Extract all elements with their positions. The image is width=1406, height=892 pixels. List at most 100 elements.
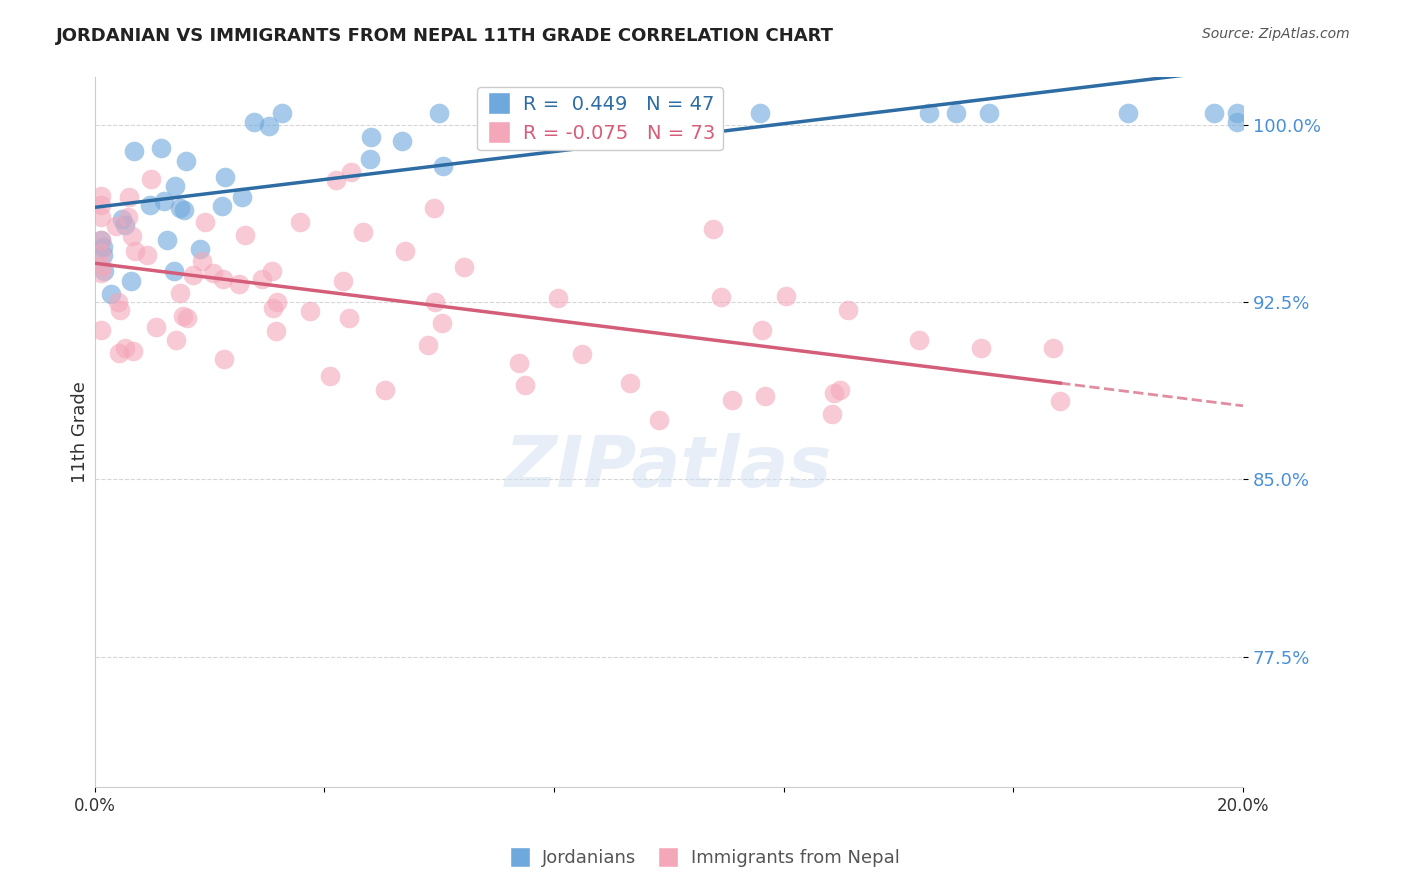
Point xyxy=(262,301,284,315)
Point xyxy=(423,202,446,216)
Point xyxy=(432,159,454,173)
Point xyxy=(430,316,453,330)
Point xyxy=(453,260,475,275)
Point xyxy=(212,272,235,286)
Point xyxy=(1116,106,1139,120)
Point xyxy=(571,346,593,360)
Point xyxy=(165,333,187,347)
Point xyxy=(645,106,668,120)
Point xyxy=(908,333,931,347)
Point xyxy=(93,248,115,262)
Point xyxy=(90,259,112,273)
Point xyxy=(266,324,288,338)
Point xyxy=(749,106,772,120)
Text: Source: ZipAtlas.com: Source: ZipAtlas.com xyxy=(1202,27,1350,41)
Point xyxy=(169,285,191,300)
Point xyxy=(416,338,439,352)
Point xyxy=(425,294,447,309)
Point xyxy=(391,134,413,148)
Point xyxy=(163,179,186,194)
Text: JORDANIAN VS IMMIGRANTS FROM NEPAL 11TH GRADE CORRELATION CHART: JORDANIAN VS IMMIGRANTS FROM NEPAL 11TH … xyxy=(56,27,834,45)
Point xyxy=(710,290,733,304)
Point xyxy=(619,376,641,390)
Point xyxy=(266,295,288,310)
Point xyxy=(122,344,145,359)
Point xyxy=(427,106,450,120)
Point xyxy=(233,228,256,243)
Point xyxy=(90,197,112,211)
Point xyxy=(828,383,851,397)
Point xyxy=(775,289,797,303)
Point xyxy=(270,106,292,120)
Point xyxy=(666,106,689,120)
Point xyxy=(110,302,132,317)
Point xyxy=(823,386,845,401)
Point xyxy=(188,243,211,257)
Point xyxy=(337,311,360,326)
Point xyxy=(374,383,396,397)
Point xyxy=(120,274,142,288)
Point xyxy=(648,412,671,426)
Point xyxy=(194,215,217,229)
Point xyxy=(214,170,236,185)
Point xyxy=(522,106,544,120)
Point xyxy=(751,323,773,337)
Point xyxy=(1226,115,1249,129)
Point xyxy=(560,106,582,120)
Point xyxy=(90,323,112,337)
Point xyxy=(90,210,112,224)
Point xyxy=(181,268,204,282)
Point xyxy=(260,264,283,278)
Point xyxy=(319,369,342,384)
Point xyxy=(139,197,162,211)
Point xyxy=(837,303,859,318)
Point xyxy=(340,165,363,179)
Legend: Jordanians, Immigrants from Nepal: Jordanians, Immigrants from Nepal xyxy=(499,842,907,874)
Point xyxy=(1049,394,1071,409)
Point xyxy=(571,106,593,120)
Point xyxy=(508,356,530,370)
Point xyxy=(150,141,173,155)
Point xyxy=(702,222,724,236)
Point xyxy=(214,352,236,367)
Point xyxy=(117,190,139,204)
Point xyxy=(117,210,139,224)
Y-axis label: 11th Grade: 11th Grade xyxy=(72,381,89,483)
Point xyxy=(754,388,776,402)
Point xyxy=(90,234,112,248)
Point xyxy=(576,106,599,120)
Point xyxy=(90,245,112,260)
Point xyxy=(298,304,321,318)
Point xyxy=(360,130,382,145)
Point xyxy=(359,152,381,166)
Point xyxy=(169,202,191,216)
Point xyxy=(91,240,114,254)
Point xyxy=(173,203,195,218)
Legend: R =  0.449   N = 47, R = -0.075   N = 73: R = 0.449 N = 47, R = -0.075 N = 73 xyxy=(477,87,723,151)
Point xyxy=(332,274,354,288)
Point xyxy=(513,378,536,392)
Point xyxy=(290,214,312,228)
Point xyxy=(124,244,146,258)
Point xyxy=(820,407,842,421)
Point xyxy=(352,225,374,239)
Point xyxy=(122,145,145,159)
Point xyxy=(108,345,131,359)
Point xyxy=(678,106,700,120)
Point xyxy=(121,229,143,244)
Point xyxy=(394,244,416,259)
Point xyxy=(139,172,162,186)
Point xyxy=(174,153,197,168)
Point xyxy=(494,106,516,120)
Point xyxy=(977,106,1000,120)
Point xyxy=(90,266,112,280)
Point xyxy=(918,106,941,120)
Point xyxy=(114,341,136,355)
Point xyxy=(252,272,274,286)
Point xyxy=(163,263,186,277)
Point xyxy=(243,114,266,128)
Point xyxy=(90,233,112,247)
Point xyxy=(1226,106,1249,120)
Point xyxy=(114,218,136,232)
Point xyxy=(257,119,280,133)
